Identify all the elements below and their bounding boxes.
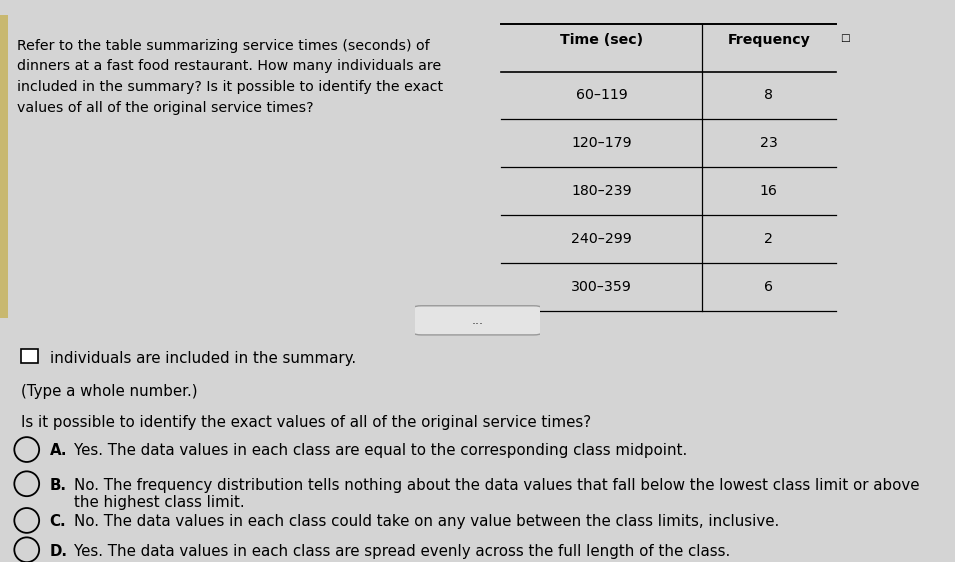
Text: ...: ... — [472, 314, 483, 327]
Text: 23: 23 — [760, 137, 777, 151]
Text: 120–179: 120–179 — [571, 137, 632, 151]
Text: 6: 6 — [764, 280, 774, 294]
Text: A.: A. — [50, 443, 67, 459]
FancyBboxPatch shape — [414, 306, 541, 335]
Text: 180–239: 180–239 — [571, 184, 632, 198]
Text: □: □ — [840, 33, 850, 43]
Text: No. The data values in each class could take on any value between the class limi: No. The data values in each class could … — [74, 514, 778, 529]
Text: Frequency: Frequency — [728, 33, 810, 47]
Text: Time (sec): Time (sec) — [560, 33, 644, 47]
Text: 16: 16 — [760, 184, 777, 198]
Bar — [21, 348, 38, 362]
Text: No. The frequency distribution tells nothing about the data values that fall bel: No. The frequency distribution tells not… — [74, 478, 919, 510]
Text: 60–119: 60–119 — [576, 88, 627, 102]
Text: Is it possible to identify the exact values of all of the original service times: Is it possible to identify the exact val… — [21, 415, 591, 430]
Text: 8: 8 — [764, 88, 774, 102]
Text: B.: B. — [50, 478, 67, 493]
Text: individuals are included in the summary.: individuals are included in the summary. — [50, 351, 356, 365]
Text: C.: C. — [50, 514, 66, 529]
Text: Yes. The data values in each class are equal to the corresponding class midpoint: Yes. The data values in each class are e… — [74, 443, 687, 459]
Text: 2: 2 — [764, 232, 774, 246]
Text: (Type a whole number.): (Type a whole number.) — [21, 383, 198, 398]
Text: Refer to the table summarizing service times (seconds) of
dinners at a fast food: Refer to the table summarizing service t… — [17, 39, 443, 115]
Text: Yes. The data values in each class are spread evenly across the full length of t: Yes. The data values in each class are s… — [74, 543, 730, 559]
Text: 300–359: 300–359 — [571, 280, 632, 294]
Text: 240–299: 240–299 — [571, 232, 632, 246]
Text: D.: D. — [50, 543, 68, 559]
Bar — [0, 15, 8, 318]
